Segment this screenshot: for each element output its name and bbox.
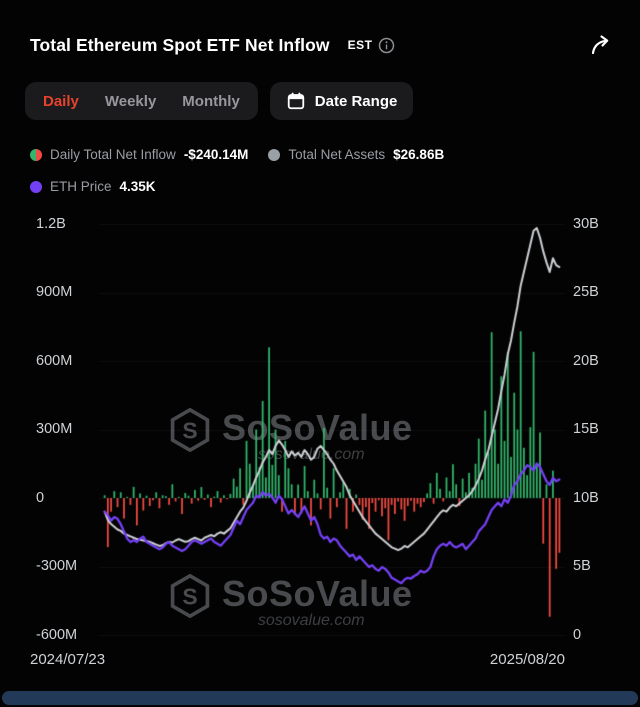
- legend-daily-net-inflow[interactable]: Daily Total Net Inflow -$240.14M: [30, 147, 248, 162]
- y-left-tick: 1.2B: [36, 216, 66, 232]
- x-tick-start: 2024/07/23: [30, 651, 106, 668]
- inflow-label: Daily Total Net Inflow: [50, 147, 176, 162]
- tab-weekly[interactable]: Weekly: [104, 92, 157, 110]
- tab-monthly[interactable]: Monthly: [182, 92, 240, 110]
- y-left-tick: 300M: [36, 421, 73, 437]
- date-range-button[interactable]: Date Range: [269, 82, 414, 120]
- y-right-tick: 10B: [573, 490, 599, 506]
- page-title: Total Ethereum Spot ETF Net Inflow: [30, 34, 330, 55]
- eth-value: 4.35K: [119, 179, 156, 194]
- y-right-tick: 25B: [573, 284, 599, 300]
- chart-plot-area[interactable]: [99, 210, 565, 650]
- y-right-tick: 20B: [573, 353, 599, 369]
- share-icon[interactable]: [588, 32, 614, 58]
- inflow-swatch-icon: [30, 148, 42, 161]
- x-tick-end: 2025/08/20: [489, 651, 565, 668]
- tab-group: Daily Weekly Monthly: [25, 82, 258, 120]
- legend-total-net-assets[interactable]: Total Net Assets $26.86B: [268, 147, 444, 162]
- y-left-tick: 900M: [36, 284, 73, 300]
- period-tabs: Daily Weekly Monthly Date Range: [25, 82, 414, 120]
- header: Total Ethereum Spot ETF Net Inflow EST: [30, 32, 614, 58]
- legend-row-1: Daily Total Net Inflow -$240.14M Total N…: [30, 147, 444, 162]
- assets-label: Total Net Assets: [288, 147, 386, 162]
- range-slider[interactable]: [2, 691, 638, 705]
- inflow-value: -$240.14M: [183, 147, 249, 162]
- y-left-tick: 0: [36, 490, 45, 506]
- y-right-tick: 5B: [573, 558, 591, 574]
- eth-label: ETH Price: [50, 179, 112, 194]
- y-left-tick: -600M: [36, 627, 78, 643]
- y-left-tick: -300M: [36, 558, 78, 574]
- assets-dot-icon: [268, 148, 281, 161]
- tab-daily[interactable]: Daily: [43, 92, 79, 110]
- timezone-wrap: EST: [348, 37, 396, 54]
- legend-eth-price[interactable]: ETH Price 4.35K: [30, 179, 156, 194]
- y-right-tick: 15B: [573, 421, 599, 437]
- calendar-icon: [286, 91, 306, 111]
- y-right-tick: 0: [573, 627, 582, 643]
- timezone-badge: EST: [347, 38, 373, 52]
- date-range-label: Date Range: [314, 92, 398, 110]
- assets-value: $26.86B: [393, 147, 445, 162]
- legend-row-2: ETH Price 4.35K: [30, 179, 156, 194]
- info-icon[interactable]: [378, 37, 395, 54]
- y-left-tick: 600M: [36, 353, 73, 369]
- eth-dot-icon: [30, 180, 42, 193]
- y-right-tick: 30B: [573, 216, 599, 232]
